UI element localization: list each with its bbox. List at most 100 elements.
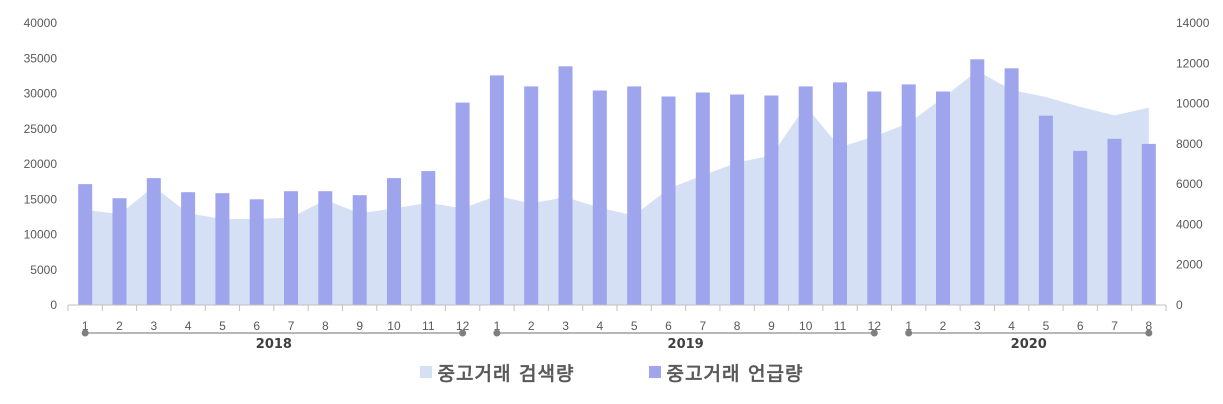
bar-mention-15	[558, 66, 573, 305]
bar-mention-5	[215, 193, 230, 305]
mention-volume-bars	[78, 59, 1156, 306]
year-bracket-start-dot	[493, 329, 501, 337]
month-label: 1	[494, 319, 501, 333]
right-tick-label: 4000	[1176, 217, 1203, 231]
month-label: 6	[253, 319, 260, 333]
left-tick-label: 0	[50, 298, 57, 312]
bar-mention-27	[970, 59, 985, 305]
right-tick-label: 14000	[1176, 16, 1210, 30]
right-tick-label: 12000	[1176, 56, 1210, 70]
month-label: 6	[665, 319, 672, 333]
year-label: 2020	[1011, 337, 1047, 352]
month-label: 11	[422, 319, 435, 333]
month-label: 1	[82, 319, 89, 333]
month-label: 10	[387, 319, 401, 333]
bar-mention-19	[695, 92, 710, 305]
bar-mention-11	[421, 171, 436, 305]
legend-item-search: 중고거래 검색량	[419, 359, 575, 386]
month-label: 2	[116, 319, 123, 333]
right-tick-label: 0	[1176, 298, 1183, 312]
bar-mention-31	[1107, 138, 1122, 305]
month-label: 6	[1077, 319, 1084, 333]
search-volume-area	[85, 70, 1149, 306]
month-label: 4	[185, 319, 192, 333]
year-bracket-end-dot	[459, 329, 467, 337]
bar-mention-7	[284, 191, 298, 305]
year-bracket-start-dot	[81, 329, 89, 337]
month-label: 12	[456, 319, 470, 333]
month-label: 3	[150, 319, 157, 333]
bar-mention-6	[249, 199, 264, 306]
month-label: 9	[356, 319, 363, 333]
left-tick-label: 25000	[24, 122, 58, 136]
axes: 0500010000150002000025000300003500040000…	[24, 16, 1210, 352]
chart: 0500010000150002000025000300003500040000…	[24, 16, 1210, 352]
month-label: 1	[905, 319, 912, 333]
month-label: 3	[974, 319, 981, 333]
month-label: 4	[1008, 319, 1015, 333]
month-label: 8	[1146, 319, 1153, 333]
bar-mention-17	[627, 86, 642, 306]
month-label: 2	[528, 319, 535, 333]
bar-mention-23	[833, 82, 847, 306]
left-tick-label: 40000	[24, 16, 58, 30]
year-label: 2019	[668, 337, 704, 352]
bar-mention-14	[524, 86, 539, 306]
bar-mention-20	[730, 94, 745, 305]
bar-mention-24	[867, 91, 882, 305]
year-label: 2018	[256, 337, 292, 352]
month-label: 3	[562, 319, 569, 333]
month-label: 11	[834, 319, 847, 333]
left-tick-label: 10000	[24, 228, 58, 242]
bar-mention-4	[181, 192, 196, 305]
legend-item-mention: 중고거래 언급량	[648, 359, 804, 386]
legend-label-search: 중고거래 검색량	[437, 362, 575, 385]
bar-mention-28	[1004, 68, 1019, 305]
bar-mention-25	[901, 84, 916, 306]
left-tick-label: 30000	[24, 87, 58, 101]
right-tick-label: 2000	[1176, 258, 1203, 272]
area-search-volume	[85, 70, 1149, 306]
bar-mention-29	[1038, 115, 1053, 305]
month-label: 9	[768, 319, 775, 333]
bar-mention-8	[318, 191, 333, 305]
bar-mention-3	[146, 178, 161, 305]
year-bracket-end-dot	[1145, 329, 1153, 337]
month-label: 7	[1111, 319, 1118, 333]
bar-mention-32	[1141, 143, 1156, 305]
bar-mention-18	[661, 96, 676, 305]
legend-swatch-mention	[648, 366, 661, 378]
left-tick-label: 5000	[30, 263, 57, 277]
bar-mention-16	[592, 90, 607, 305]
right-tick-label: 6000	[1176, 177, 1203, 191]
bar-mention-26	[936, 91, 950, 305]
bar-mention-1	[78, 184, 93, 305]
left-tick-label: 35000	[24, 51, 58, 65]
month-label: 2	[940, 319, 947, 333]
right-tick-label: 10000	[1176, 97, 1210, 111]
year-bracket-start-dot	[905, 329, 913, 337]
year-bracket-end-dot	[870, 329, 878, 337]
bar-mention-9	[352, 195, 367, 305]
left-tick-label: 15000	[24, 192, 58, 206]
month-label: 8	[322, 319, 329, 333]
month-label: 7	[699, 319, 706, 333]
month-label: 7	[288, 319, 295, 333]
month-label: 12	[868, 319, 882, 333]
bar-mention-30	[1073, 150, 1088, 305]
right-tick-label: 8000	[1176, 137, 1203, 151]
bar-mention-2	[112, 198, 127, 305]
legend-swatch-search	[419, 366, 432, 378]
month-label: 5	[1043, 319, 1050, 333]
legend: 중고거래 검색량 중고거래 언급량	[0, 357, 1223, 387]
bar-mention-21	[764, 95, 779, 305]
bar-mention-22	[798, 86, 813, 306]
month-label: 5	[631, 319, 638, 333]
legend-label-mention: 중고거래 언급량	[666, 362, 804, 385]
month-label: 5	[219, 319, 226, 333]
month-label: 4	[597, 319, 604, 333]
left-tick-label: 20000	[24, 157, 58, 171]
month-label: 8	[734, 319, 741, 333]
bar-mention-13	[489, 75, 504, 306]
bar-mention-12	[455, 102, 470, 305]
